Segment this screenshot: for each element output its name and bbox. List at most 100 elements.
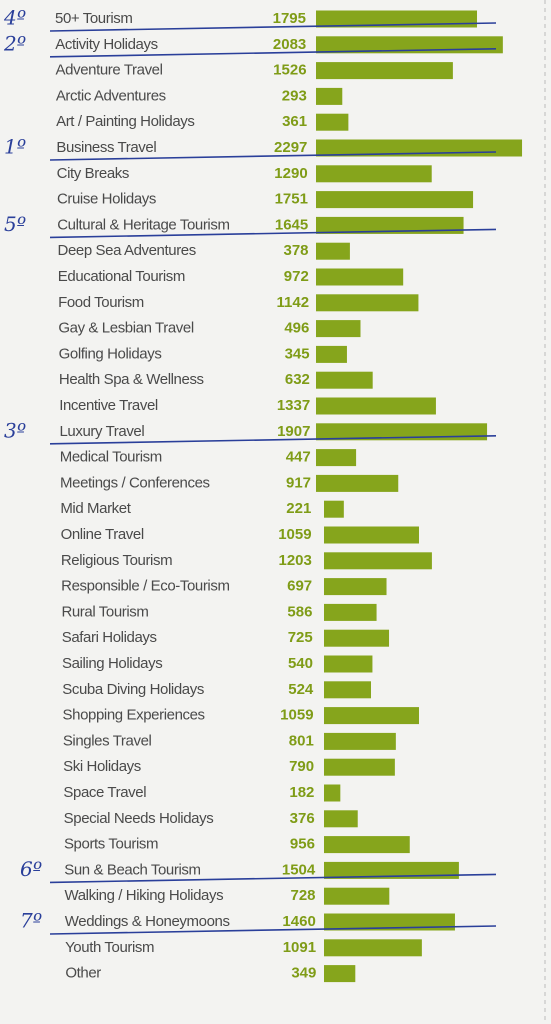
bar <box>324 887 390 905</box>
handwritten-underline <box>49 873 497 884</box>
value-label: 2297 <box>274 139 307 156</box>
bar <box>324 500 344 518</box>
bar <box>316 474 399 492</box>
category-label: Luxury Travel <box>59 423 144 440</box>
bar <box>316 242 350 260</box>
category-label: Sports Tourism <box>64 836 158 853</box>
handwritten-rank: 2º <box>3 31 26 55</box>
value-label: 1795 <box>273 10 306 27</box>
handwritten-underline <box>49 925 497 935</box>
category-label: Other <box>65 965 101 982</box>
handwritten-rank: 4º <box>3 6 26 30</box>
value-label: 378 <box>283 242 308 259</box>
value-label: 1751 <box>275 191 308 208</box>
bar <box>324 578 387 596</box>
category-label: Arctic Adventures <box>56 87 166 104</box>
value-label: 917 <box>286 474 311 491</box>
category-label: 50+ Tourism <box>55 10 132 27</box>
value-label: 293 <box>282 87 307 104</box>
category-label: Responsible / Eco-Tourism <box>61 578 229 595</box>
category-label: Cultural & Heritage Tourism <box>57 216 229 233</box>
value-label: 1290 <box>274 165 307 182</box>
category-label: Sun & Beach Tourism <box>64 861 200 878</box>
category-label: Cruise Holidays <box>57 191 156 208</box>
category-label: Adventure Travel <box>56 62 163 79</box>
value-label: 697 <box>287 578 312 595</box>
bar <box>324 810 358 828</box>
bar <box>316 449 357 467</box>
category-label: Sailing Holidays <box>62 655 162 672</box>
handwritten-rank: 1º <box>4 135 26 159</box>
value-label: 790 <box>289 758 314 775</box>
bar <box>324 758 395 776</box>
bar <box>324 552 432 570</box>
category-label: Safari Holidays <box>62 629 157 646</box>
bar <box>324 965 356 983</box>
value-label: 632 <box>285 371 310 388</box>
handwritten-underline <box>49 22 497 32</box>
value-label: 1203 <box>279 552 312 569</box>
category-label: Gay & Lesbian Travel <box>58 320 193 337</box>
bar <box>324 861 459 879</box>
category-label: Educational Tourism <box>58 268 185 285</box>
bar <box>324 655 373 673</box>
handwritten-rank: 7º <box>20 909 42 933</box>
category-label: Special Needs Holidays <box>64 810 214 827</box>
category-label: Singles Travel <box>63 732 152 749</box>
value-label: 221 <box>286 500 311 517</box>
value-label: 1059 <box>278 526 311 543</box>
category-label: Mid Market <box>60 500 131 517</box>
value-label: 1059 <box>280 707 313 724</box>
value-label: 1460 <box>282 913 315 930</box>
value-label: 1142 <box>277 294 310 311</box>
handwritten-rank: 6º <box>20 857 42 881</box>
value-label: 349 <box>291 965 316 982</box>
category-label: Activity Holidays <box>55 36 157 53</box>
bar <box>324 526 419 544</box>
bar <box>324 603 377 621</box>
bar <box>324 939 422 957</box>
bar <box>316 345 347 363</box>
bar <box>316 10 478 28</box>
value-label: 1091 <box>283 939 316 956</box>
bar <box>316 87 343 105</box>
bar <box>316 191 474 209</box>
handwritten-rank: 3º <box>4 418 26 442</box>
bar <box>316 216 464 234</box>
bar <box>316 294 419 312</box>
value-label: 540 <box>288 655 313 672</box>
value-label: 728 <box>290 887 315 904</box>
category-label: Scuba Diving Holidays <box>62 681 204 698</box>
value-label: 1645 <box>275 216 308 233</box>
bar <box>324 707 419 725</box>
category-label: City Breaks <box>57 165 129 182</box>
bar <box>324 629 390 647</box>
bar <box>316 371 373 389</box>
category-label: Incentive Travel <box>59 397 158 414</box>
value-label: 1526 <box>273 62 306 79</box>
bar <box>324 836 410 854</box>
bar <box>324 681 372 699</box>
value-label: 1907 <box>277 423 310 440</box>
bar <box>324 732 396 750</box>
value-label: 972 <box>284 268 309 285</box>
category-label: Shopping Experiences <box>63 707 205 724</box>
category-label: Religious Tourism <box>61 552 172 569</box>
category-label: Online Travel <box>61 526 144 543</box>
handwritten-underline <box>49 151 497 161</box>
value-label: 376 <box>290 810 315 827</box>
category-label: Youth Tourism <box>65 939 154 956</box>
bar <box>316 397 436 415</box>
handwritten-underline <box>49 435 497 445</box>
value-label: 496 <box>284 320 309 337</box>
value-label: 586 <box>287 603 312 620</box>
value-label: 2083 <box>273 36 306 53</box>
bar <box>324 784 341 802</box>
value-label: 725 <box>288 629 313 646</box>
category-label: Deep Sea Adventures <box>58 242 196 259</box>
category-label: Art / Painting Holidays <box>56 113 194 130</box>
value-label: 361 <box>282 113 307 130</box>
category-label: Walking / Hiking Holidays <box>65 887 224 904</box>
